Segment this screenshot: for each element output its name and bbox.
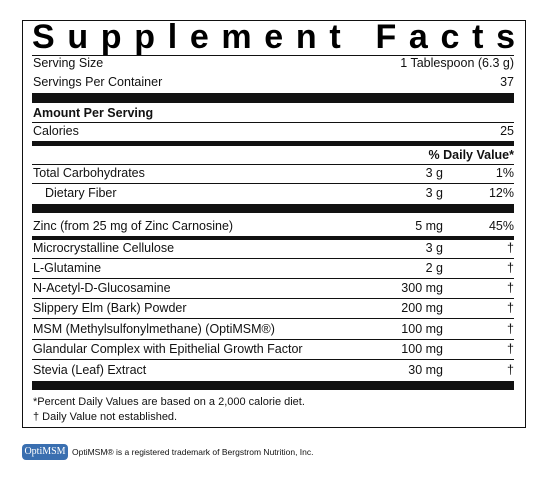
- separator: [32, 204, 514, 213]
- separator: [32, 141, 514, 146]
- separator: [32, 318, 514, 319]
- serving-size-label: Serving Size: [33, 56, 104, 70]
- nutrient-name: Dietary Fiber: [45, 186, 117, 200]
- nutrient-amount: 3 g: [425, 241, 443, 255]
- servings-label: Servings Per Container: [33, 75, 163, 89]
- separator: [32, 298, 514, 299]
- nutrient-name: Stevia (Leaf) Extract: [33, 363, 147, 377]
- title-svg: Supplement Facts: [32, 18, 515, 56]
- nutrient-dv: 12%: [488, 186, 514, 200]
- optimsm-logo: OptiMSM: [22, 444, 68, 460]
- trademark-text: OptiMSM® is a registered trademark of Be…: [72, 447, 314, 457]
- nutrient-dv: †: [507, 281, 514, 295]
- separator: [32, 122, 514, 123]
- servings-value: 37: [500, 75, 514, 89]
- nutrient-amount: 5 mg: [415, 219, 443, 233]
- label-border: [22, 20, 526, 428]
- nutrient-dv: †: [507, 261, 514, 275]
- nutrient-name: MSM (Methylsulfonylmethane) (OptiMSM®): [33, 322, 275, 336]
- separator: [32, 183, 514, 184]
- nutrient-amount: 100 mg: [401, 342, 443, 356]
- title: Supplement Facts: [32, 18, 515, 56]
- nutrient-amount: 2 g: [425, 261, 443, 275]
- nutrient-dv: 45%: [488, 219, 514, 233]
- nutrient-name: Microcrystalline Cellulose: [33, 241, 175, 255]
- serving-size-value: 1 Tablespoon (6.3 g): [400, 56, 514, 70]
- nutrient-amount: 200 mg: [401, 301, 443, 315]
- nutrient-name: Slippery Elm (Bark) Powder: [33, 301, 187, 315]
- calories-label: Calories: [33, 124, 79, 138]
- separator: [32, 381, 514, 390]
- nutrient-amount: 300 mg: [401, 281, 443, 295]
- nutrient-name: Glandular Complex with Epithelial Growth…: [33, 342, 303, 356]
- separator: [32, 359, 514, 360]
- nutrient-amount: 3 g: [425, 186, 443, 200]
- separator: [32, 93, 514, 103]
- daily-value-header: % Daily Value*: [428, 148, 514, 162]
- nutrient-dv: †: [507, 363, 514, 377]
- nutrient-amount: 100 mg: [401, 322, 443, 336]
- nutrient-amount: 30 mg: [408, 363, 443, 377]
- nutrient-name: Zinc (from 25 mg of Zinc Carnosine): [33, 219, 234, 233]
- separator: [32, 258, 514, 259]
- nutrient-dv: †: [507, 322, 514, 336]
- separator: [32, 339, 514, 340]
- separator: [32, 278, 514, 279]
- amount-per-serving: Amount Per Serving: [33, 106, 154, 120]
- nutrient-name: Total Carbohydrates: [33, 166, 145, 180]
- nutrient-dv: †: [507, 342, 514, 356]
- nutrient-dv: †: [507, 241, 514, 255]
- separator: [32, 164, 514, 165]
- footnote: † Daily Value not established.: [33, 411, 178, 423]
- nutrient-dv: 1%: [495, 166, 514, 180]
- footnote: *Percent Daily Values are based on a 2,0…: [33, 396, 305, 408]
- separator: [32, 236, 514, 240]
- nutrient-amount: 3 g: [425, 166, 443, 180]
- nutrient-name: N-Acetyl-D-Glucosamine: [33, 281, 171, 295]
- nutrient-dv: †: [507, 301, 514, 315]
- separator: [32, 55, 514, 56]
- nutrient-name: L-Glutamine: [33, 261, 102, 275]
- calories-value: 25: [500, 124, 514, 138]
